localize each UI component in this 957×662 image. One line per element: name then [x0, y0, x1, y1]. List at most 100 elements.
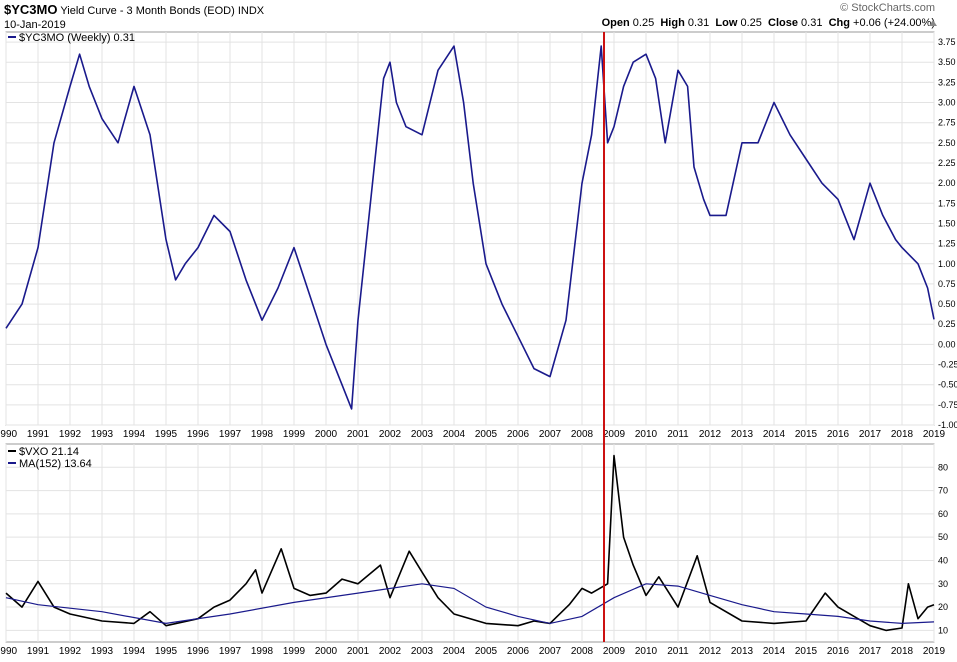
- x-tick-label: 1999: [283, 646, 306, 657]
- x-tick-label: 2011: [667, 646, 689, 657]
- x-tick-label: 1997: [219, 646, 242, 657]
- x-tick-label: 1992: [59, 429, 82, 440]
- high-label: High: [660, 17, 685, 29]
- x-tick-label: 2019: [923, 429, 946, 440]
- header-title-row: $YC3MO Yield Curve - 3 Month Bonds (EOD)…: [4, 2, 264, 17]
- ma-legend-label: MA(152) 13.64: [19, 458, 92, 470]
- y-tick-label: 0.75: [938, 279, 956, 289]
- top-legend-label: $YC3MO (Weekly) 0.31: [19, 32, 135, 44]
- x-tick-label: 2013: [731, 646, 754, 657]
- x-tick-label: 2001: [347, 646, 370, 657]
- x-tick-label: 2011: [667, 429, 689, 440]
- y-tick-label: 3.50: [938, 57, 956, 67]
- bottom-panel: 1990 1991 1992 1993 1994 1995 1996 1997 1998 1999…: [0, 443, 948, 657]
- plot-frame: [5, 443, 935, 643]
- x-tick-label: 2004: [443, 429, 466, 440]
- x-tick-label: 1999: [283, 429, 306, 440]
- x-tick-label: 1997: [219, 429, 242, 440]
- y-tick-label: 10: [938, 625, 948, 635]
- vxo-legend-swatch: [8, 450, 16, 452]
- x-tick-label: 2018: [891, 646, 914, 657]
- x-tick-label: 1993: [91, 429, 114, 440]
- y-tick-label: 0.25: [938, 319, 956, 329]
- x-tick-label: 2014: [763, 646, 786, 657]
- top-panel: 1990 1991 1992 1993 1994 1995 1996 1997 1998 1999…: [0, 31, 957, 440]
- x-tick-label: 2016: [827, 429, 850, 440]
- x-tick-label: 2002: [379, 429, 402, 440]
- y-tick-label: 1.25: [938, 239, 956, 249]
- x-tick-label: 2019: [923, 646, 946, 657]
- y-tick-label: 2.50: [938, 138, 956, 148]
- y-tick-label: 1.00: [938, 259, 956, 269]
- x-tick-label: 1994: [123, 429, 146, 440]
- y-tick-label: 0.50: [938, 299, 956, 309]
- top-legend-swatch: [8, 36, 16, 38]
- x-tick-label: 1990: [0, 646, 18, 657]
- high-value: 0.31: [687, 17, 710, 29]
- x-tick-label: 2017: [859, 646, 882, 657]
- ma-legend-swatch: [8, 462, 16, 464]
- x-tick-label: 2000: [315, 646, 338, 657]
- x-tick-label: 1998: [251, 429, 274, 440]
- x-tick-label: 2000: [315, 429, 338, 440]
- y-tick-label: -0.25: [938, 360, 957, 370]
- close-label: Close: [768, 17, 798, 29]
- y-tick-label: -0.50: [938, 380, 957, 390]
- price-summary: Open 0.25 High 0.31 Low 0.25 Close 0.31 …: [602, 17, 935, 29]
- y-tick-label: 2.25: [938, 158, 956, 168]
- x-tick-label: 1995: [155, 646, 178, 657]
- x-tick-label: 2003: [411, 429, 434, 440]
- y-tick-label: 3.25: [938, 77, 956, 87]
- y-tick-label: 3.75: [938, 37, 956, 47]
- x-tick-label: 2003: [411, 646, 434, 657]
- chg-label: Chg: [828, 17, 850, 29]
- x-tick-label: 2006: [507, 646, 530, 657]
- x-tick-label: 2001: [347, 429, 370, 440]
- y-tick-label: 30: [938, 579, 948, 589]
- x-tick-label: 1996: [187, 646, 210, 657]
- scroll-arrow-icon[interactable]: [929, 20, 937, 26]
- close-value: 0.31: [801, 17, 823, 29]
- y-tick-label: 1.75: [938, 198, 956, 208]
- x-tick-label: 2015: [795, 646, 818, 657]
- y-tick-label: 1.50: [938, 218, 956, 228]
- y-tick-label: 50: [938, 532, 948, 542]
- x-tick-label: 2015: [795, 429, 818, 440]
- y-tick-label: 80: [938, 462, 948, 472]
- ma-line: [5, 583, 935, 625]
- y-tick-label: 0.00: [938, 339, 956, 349]
- y-tick-label: 2.00: [938, 178, 956, 188]
- x-tick-label: 1991: [27, 429, 50, 440]
- x-tick-label: 2013: [731, 429, 754, 440]
- open-value: 0.25: [632, 17, 655, 29]
- header-date: 10-Jan-2019: [4, 19, 66, 31]
- x-tick-label: 2017: [859, 429, 882, 440]
- chart-title: Yield Curve - 3 Month Bonds (EOD): [60, 5, 235, 17]
- vxo-line: [5, 454, 935, 632]
- y-tick-label: 60: [938, 509, 948, 519]
- x-tick-label: 2018: [891, 429, 914, 440]
- x-tick-label: 2007: [539, 429, 562, 440]
- y-tick-label: -1.00: [938, 420, 957, 430]
- x-tick-label: 2010: [635, 646, 658, 657]
- symbol: $YC3MO: [4, 2, 58, 17]
- low-label: Low: [715, 17, 738, 29]
- brand-text: © StockCharts.com: [840, 2, 935, 14]
- y-tick-label: -0.75: [938, 400, 957, 410]
- x-tick-label: 2004: [443, 646, 466, 657]
- plot-frame: [5, 31, 935, 426]
- yield-curve-line: [5, 45, 935, 410]
- y-tick-label: 40: [938, 555, 948, 565]
- x-tick-label: 2002: [379, 646, 402, 657]
- x-tick-label: 2007: [539, 646, 562, 657]
- x-tick-label: 2009: [603, 646, 626, 657]
- x-tick-label: 2012: [699, 646, 722, 657]
- x-tick-label: 1992: [59, 646, 82, 657]
- x-tick-label: 1995: [155, 429, 178, 440]
- y-tick-label: 70: [938, 486, 948, 496]
- x-tick-label: 2009: [603, 429, 626, 440]
- vxo-legend-label: $VXO 21.14: [19, 446, 79, 458]
- x-tick-label: 1994: [123, 646, 146, 657]
- bottom-legend: $VXO 21.14 MA(152) 13.64: [8, 446, 92, 470]
